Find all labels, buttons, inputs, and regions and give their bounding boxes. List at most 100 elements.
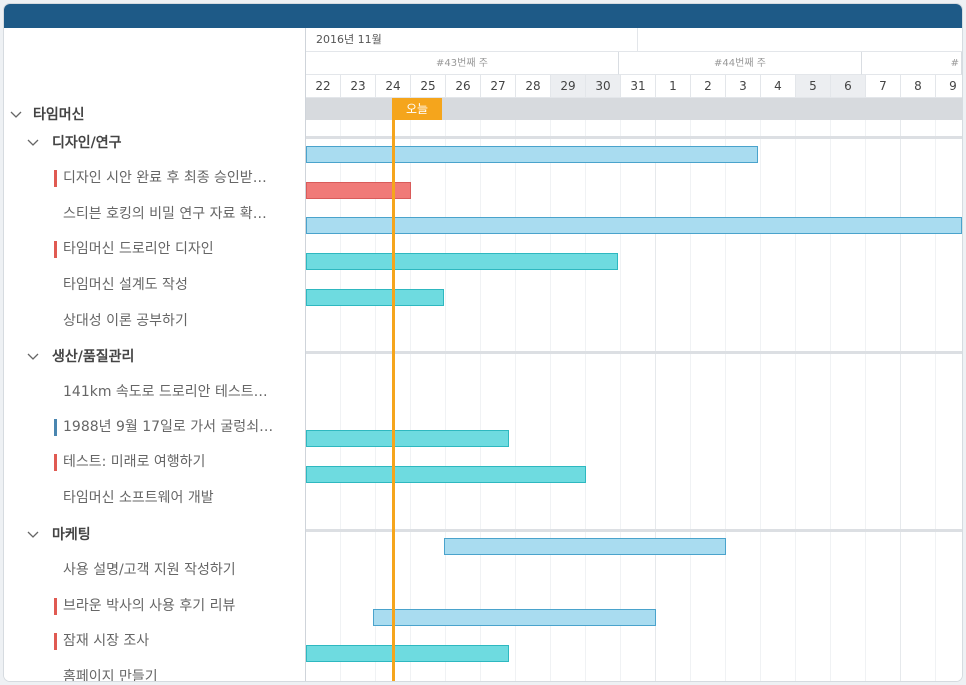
task-row[interactable]: 141km 속도로 드로리안 테스트… (4, 375, 305, 410)
task-bar[interactable] (306, 645, 509, 662)
group-separator (306, 136, 962, 139)
task-label: 홈페이지 만들기 (63, 669, 158, 681)
month-header-next (638, 28, 962, 52)
grid-column-line (445, 98, 446, 681)
week-header: #43번째 주 (306, 52, 619, 75)
task-label: 사용 설명/고객 지원 작성하기 (63, 562, 236, 578)
task-bar[interactable] (306, 430, 509, 447)
week-header: # (862, 52, 962, 75)
tree-group-label: 마케팅 (52, 527, 91, 543)
task-bar[interactable] (306, 217, 962, 234)
task-label: 테스트: 미래로 여행하기 (63, 454, 206, 470)
grid-column-line (900, 98, 901, 681)
grid-column-line (375, 98, 376, 681)
day-header-cell: 28 (516, 75, 551, 98)
task-label: 타임머신 소프트웨어 개발 (63, 490, 214, 506)
priority-marker (54, 170, 57, 187)
day-header-cell: 7 (866, 75, 901, 98)
day-header-cell: 5 (796, 75, 831, 98)
grid-column-line (480, 98, 481, 681)
tree-group-label: 디자인/연구 (52, 135, 122, 151)
task-bar[interactable] (306, 182, 411, 199)
task-label: 1988년 9월 17일로 가서 굴렁쇠… (63, 419, 274, 435)
task-label: 타임머신 설계도 작성 (63, 277, 188, 293)
day-header-cell: 27 (481, 75, 516, 98)
task-label: 타임머신 드로리안 디자인 (63, 241, 214, 257)
grid-column-line (585, 98, 586, 681)
task-row[interactable]: 상대성 이론 공부하기 (4, 304, 305, 339)
task-row[interactable]: 브라운 박사의 사용 후기 리뷰 (4, 589, 305, 624)
task-row[interactable]: 잠재 시장 조사 (4, 624, 305, 659)
task-row[interactable]: 사용 설명/고객 지원 작성하기 (4, 553, 305, 588)
task-bar[interactable] (444, 538, 726, 555)
tree-root-row[interactable]: 타임머신 (4, 98, 305, 133)
grid-column-line (340, 98, 341, 681)
task-label: 스티븐 호킹의 비밀 연구 자료 확… (63, 206, 267, 222)
grid-column-line (620, 98, 621, 681)
task-row[interactable]: 1988년 9월 17일로 가서 굴렁쇠… (4, 410, 305, 445)
today-line (392, 98, 395, 681)
day-header-cell: 23 (341, 75, 376, 98)
chevron-down-icon[interactable] (10, 108, 22, 120)
chevron-down-icon[interactable] (27, 350, 39, 362)
task-row[interactable]: 홈페이지 만들기 (4, 660, 305, 681)
tree-group-row[interactable]: 마케팅 (4, 518, 305, 553)
today-badge: 오늘 (392, 98, 442, 120)
day-header-cell: 24 (376, 75, 411, 98)
task-label: 141km 속도로 드로리안 테스트… (63, 384, 268, 400)
task-row[interactable]: 타임머신 드로리안 디자인 (4, 232, 305, 267)
task-bar[interactable] (306, 253, 618, 270)
timeline-panel[interactable]: 2016년 11월 #43번째 주 #44번째 주 # 22 23 24 25 26 27… (306, 28, 962, 681)
day-header-cell: 31 (621, 75, 656, 98)
grid-column-line (655, 98, 656, 681)
priority-marker (54, 241, 57, 258)
grid-column-line (865, 98, 866, 681)
task-bar[interactable] (306, 466, 586, 483)
day-header-cell: 4 (761, 75, 796, 98)
day-header-cell: 26 (446, 75, 481, 98)
grid-column-line (515, 98, 516, 681)
task-label: 상대성 이론 공부하기 (63, 313, 188, 329)
tree-root-label: 타임머신 (33, 107, 85, 123)
task-row[interactable]: 타임머신 소프트웨어 개발 (4, 481, 305, 516)
grid-column-line (410, 98, 411, 681)
task-tree-panel: 타임머신 디자인/연구 디자인 시안 완료 후 최종 승인받… 스티븐 호킹의 … (4, 28, 306, 681)
day-header-cell: 25 (411, 75, 446, 98)
day-header-cell: 29 (551, 75, 586, 98)
grid-column-line (550, 98, 551, 681)
grid-column-line (830, 98, 831, 681)
chevron-down-icon[interactable] (27, 528, 39, 540)
day-header-cell: 30 (586, 75, 621, 98)
task-bar[interactable] (306, 289, 445, 306)
month-header: 2016년 11월 (306, 28, 638, 52)
grid-column-line (935, 98, 936, 681)
day-header-cell: 8 (901, 75, 936, 98)
window-header-bar (4, 4, 962, 28)
priority-marker (54, 633, 57, 650)
tree-group-row[interactable]: 생산/품질관리 (4, 340, 305, 375)
tree-group-label: 생산/품질관리 (52, 349, 135, 365)
grid-column-line (690, 98, 691, 681)
week-header: #44번째 주 (619, 52, 862, 75)
day-header-cell: 3 (726, 75, 761, 98)
root-summary-band (306, 98, 962, 120)
priority-marker (54, 598, 57, 615)
day-header-cell: 9 (936, 75, 962, 98)
task-bar[interactable] (372, 609, 656, 626)
group-separator (306, 529, 962, 532)
task-row[interactable]: 타임머신 설계도 작성 (4, 268, 305, 303)
task-bar[interactable] (306, 146, 758, 163)
day-header-cell: 6 (831, 75, 866, 98)
task-row[interactable]: 테스트: 미래로 여행하기 (4, 445, 305, 480)
task-label: 디자인 시안 완료 후 최종 승인받… (63, 170, 267, 186)
tree-group-row[interactable]: 디자인/연구 (4, 126, 305, 161)
task-row[interactable]: 스티븐 호킹의 비밀 연구 자료 확… (4, 197, 305, 232)
day-header-cell: 22 (306, 75, 341, 98)
task-label: 브라운 박사의 사용 후기 리뷰 (63, 598, 236, 614)
task-row[interactable]: 디자인 시안 완료 후 최종 승인받… (4, 161, 305, 196)
chevron-down-icon[interactable] (27, 136, 39, 148)
grid-column-line (795, 98, 796, 681)
task-label: 잠재 시장 조사 (63, 633, 150, 649)
grid-column-line (760, 98, 761, 681)
grid-column-line (725, 98, 726, 681)
